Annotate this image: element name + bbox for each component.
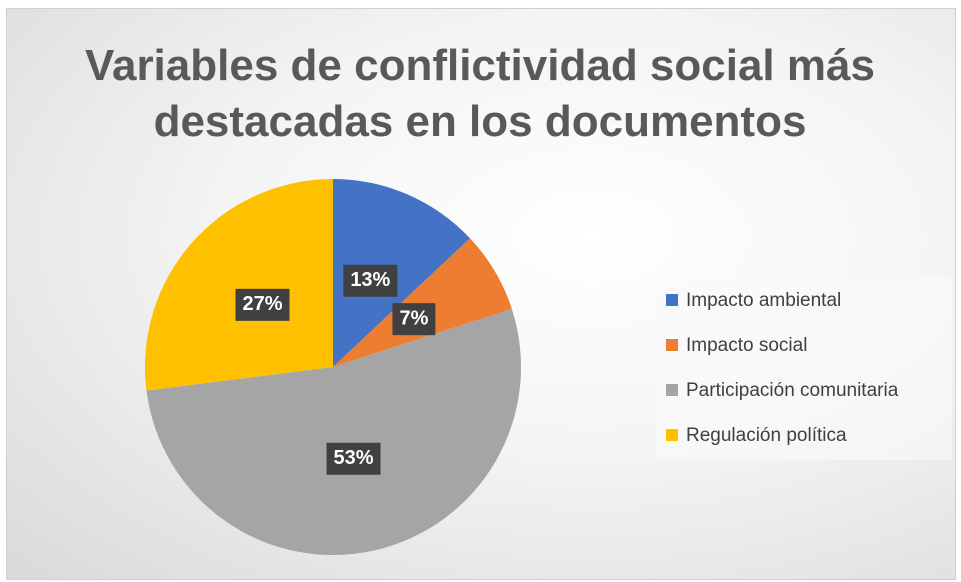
legend-swatch: [666, 429, 678, 441]
legend-swatch: [666, 294, 678, 306]
data-label: 13%: [350, 269, 390, 291]
pie-slice: [146, 308, 522, 556]
chart-title: Variables de conflictividad social más d…: [85, 41, 875, 146]
legend-label: Participación comunitaria: [686, 380, 899, 401]
data-label-box: [235, 288, 290, 321]
data-label: 53%: [333, 447, 373, 469]
data-label: 7%: [399, 307, 428, 329]
legend-label: Regulación política: [686, 425, 847, 446]
data-label: 27%: [242, 293, 282, 315]
data-label-box: [326, 442, 381, 475]
legend-swatch: [666, 339, 678, 351]
legend-label: Impacto social: [686, 335, 807, 356]
pie-slice: [333, 179, 471, 367]
legend-label: Impacto ambiental: [686, 290, 841, 311]
pie-slice: [333, 238, 512, 367]
data-label-box: [343, 264, 398, 297]
legend-swatch: [666, 384, 678, 396]
pie-slice: [145, 179, 333, 391]
data-label-box: [392, 303, 436, 336]
legend-box: [656, 278, 952, 460]
